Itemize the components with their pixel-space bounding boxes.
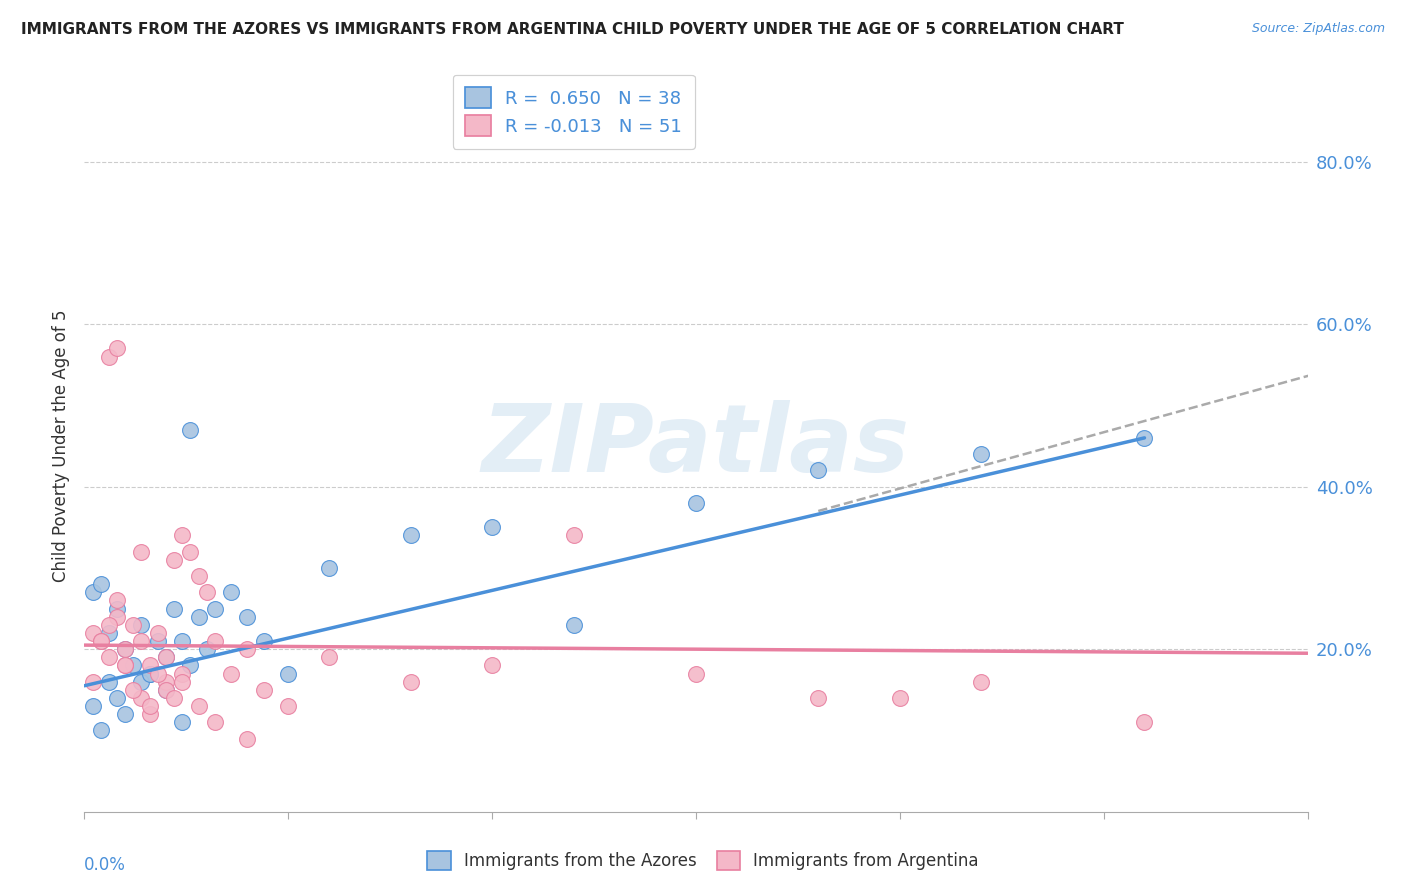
Point [318,650,340,665]
Point [970,674,993,689]
Point [1133,431,1156,445]
Point [90,634,112,648]
Point [253,634,276,648]
Point [131,634,153,648]
Point [163,601,186,615]
Point [155,682,177,697]
Point [481,658,503,673]
Point [97,626,120,640]
Point [172,528,194,542]
Point [163,690,186,705]
Point [562,528,585,542]
Point [82,626,104,640]
Point [90,577,112,591]
Point [97,650,120,665]
Point [204,634,226,648]
Point [277,666,299,681]
Point [685,666,707,681]
Point [146,634,169,648]
Point [105,690,128,705]
Point [204,601,226,615]
Point [90,723,112,738]
Point [187,609,209,624]
Point [195,642,218,657]
Point [155,682,177,697]
Point [236,642,259,657]
Legend: Immigrants from the Azores, Immigrants from Argentina: Immigrants from the Azores, Immigrants f… [420,844,986,877]
Point [114,658,136,673]
Point [114,658,136,673]
Point [146,626,169,640]
Point [807,690,830,705]
Point [172,666,194,681]
Point [685,496,707,510]
Point [318,561,340,575]
Point [131,544,153,558]
Point [82,674,104,689]
Point [122,617,145,632]
Point [131,690,153,705]
Point [131,617,153,632]
Point [82,699,104,714]
Text: IMMIGRANTS FROM THE AZORES VS IMMIGRANTS FROM ARGENTINA CHILD POVERTY UNDER THE : IMMIGRANTS FROM THE AZORES VS IMMIGRANTS… [21,22,1123,37]
Point [97,350,120,364]
Point [187,569,209,583]
Point [114,642,136,657]
Point [138,666,160,681]
Point [114,642,136,657]
Point [236,609,259,624]
Point [1133,715,1156,730]
Point [105,601,128,615]
Point [155,650,177,665]
Point [105,593,128,607]
Point [82,585,104,599]
Point [562,617,585,632]
Point [105,342,128,356]
Point [138,658,160,673]
Point [155,650,177,665]
Point [172,634,194,648]
Legend: R =  0.650   N = 38, R = -0.013   N = 51: R = 0.650 N = 38, R = -0.013 N = 51 [453,75,695,149]
Point [399,528,422,542]
Text: Source: ZipAtlas.com: Source: ZipAtlas.com [1251,22,1385,36]
Text: 0.0%: 0.0% [84,855,127,873]
Point [481,520,503,534]
Point [97,674,120,689]
Point [114,707,136,722]
Point [807,463,830,477]
Point [172,674,194,689]
Point [172,715,194,730]
Point [277,699,299,714]
Point [155,674,177,689]
Point [204,715,226,730]
Point [195,585,218,599]
Point [179,423,201,437]
Point [138,707,160,722]
Point [889,690,911,705]
Point [90,634,112,648]
Point [122,658,145,673]
Text: ZIPatlas: ZIPatlas [482,400,910,492]
Point [179,658,201,673]
Point [219,585,242,599]
Point [187,699,209,714]
Point [970,447,993,461]
Point [399,674,422,689]
Point [122,682,145,697]
Point [138,666,160,681]
Point [236,731,259,746]
Point [146,666,169,681]
Point [219,666,242,681]
Point [105,609,128,624]
Point [253,682,276,697]
Point [131,674,153,689]
Point [163,553,186,567]
Point [138,699,160,714]
Point [179,544,201,558]
Y-axis label: Child Poverty Under the Age of 5: Child Poverty Under the Age of 5 [52,310,70,582]
Point [97,617,120,632]
